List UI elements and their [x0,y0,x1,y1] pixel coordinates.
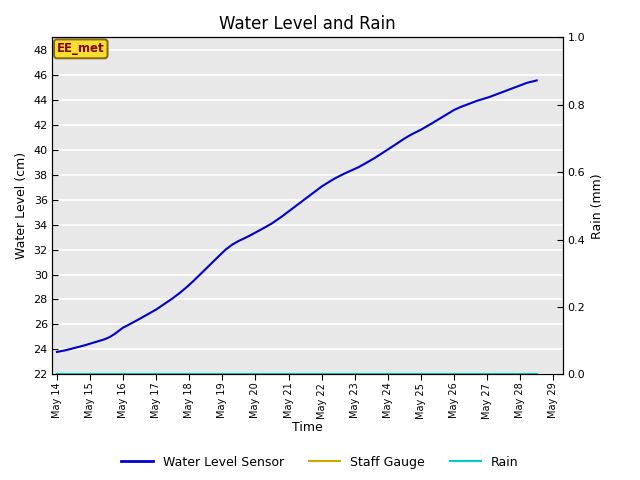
Y-axis label: Rain (mm): Rain (mm) [591,173,604,239]
Line: Water Level Sensor: Water Level Sensor [57,81,537,352]
X-axis label: Time: Time [292,421,323,434]
Water Level Sensor [60,348,67,354]
Legend: Water Level Sensor, Staff Gauge, Rain: Water Level Sensor, Staff Gauge, Rain [116,451,524,474]
Water Level Sensor [334,174,342,180]
Water Level Sensor [351,166,358,172]
Water Level Sensor [53,349,61,355]
Water Level Sensor [139,314,147,320]
Y-axis label: Water Level (cm): Water Level (cm) [15,152,28,259]
Water Level Sensor [533,78,541,84]
Water Level Sensor [523,80,531,86]
Title: Water Level and Rain: Water Level and Rain [220,15,396,33]
Text: EE_met: EE_met [57,42,104,55]
Water Level Sensor [500,89,508,95]
